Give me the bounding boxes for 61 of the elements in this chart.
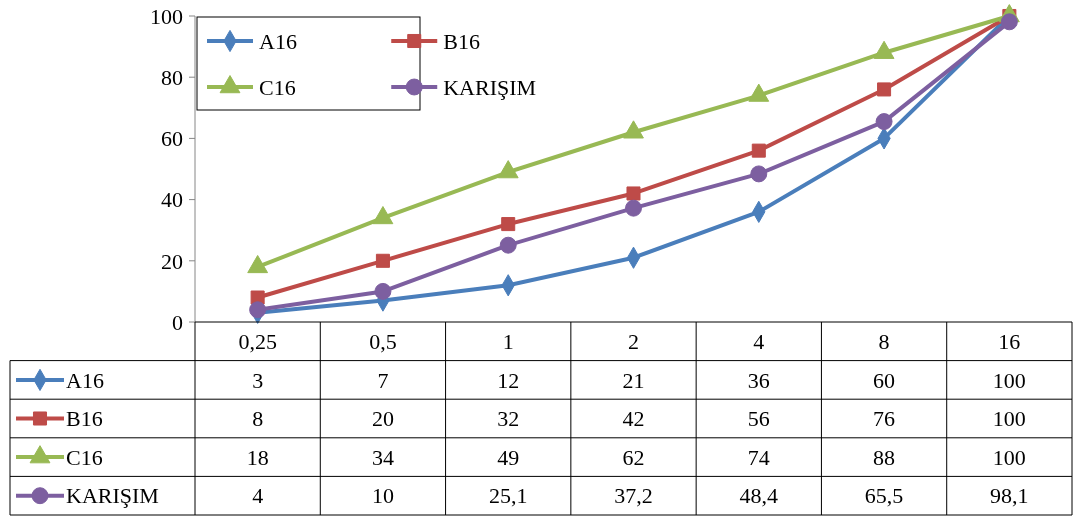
point	[501, 217, 516, 232]
point	[751, 143, 766, 158]
data-label: 60	[873, 367, 896, 393]
y-tick-label: 0	[172, 309, 183, 335]
data-label: 8	[252, 406, 264, 432]
point	[375, 253, 390, 268]
y-tick-label: 20	[161, 248, 183, 274]
data-label: 37,2	[614, 483, 653, 509]
data-label: 42	[622, 406, 645, 432]
text: A16	[66, 367, 104, 393]
x-tick-label: 2	[628, 329, 639, 354]
data-label: 3	[252, 367, 264, 393]
data-label: 88	[873, 444, 896, 470]
data-label: 10	[371, 483, 394, 509]
data-label: 36	[747, 367, 770, 393]
data-label: 12	[497, 367, 520, 393]
x-tick-label: 1	[502, 329, 514, 354]
x-tick-label: 8	[878, 329, 890, 354]
y-tick-label: 80	[161, 64, 183, 90]
point	[626, 186, 641, 201]
point	[1000, 13, 1018, 31]
data-label: 18	[246, 444, 269, 470]
data-label: 65,5	[864, 483, 904, 509]
point	[750, 165, 768, 183]
data-label: 4	[252, 483, 264, 509]
legend-label: A16	[259, 28, 297, 54]
point	[877, 82, 892, 97]
data-label: 98,1	[990, 483, 1029, 509]
legend-label: B16	[443, 28, 480, 54]
x-tick-label: 16	[998, 329, 1021, 354]
text: C16	[66, 444, 103, 470]
data-label: 100	[992, 367, 1026, 393]
data-label: 62	[622, 444, 645, 470]
data-label: 56	[747, 406, 770, 432]
data-label: 74	[747, 444, 770, 470]
point	[625, 199, 642, 217]
data-label: 25,1	[488, 483, 528, 509]
x-tick-label: 0,25	[238, 329, 277, 354]
point	[374, 282, 392, 300]
point	[249, 301, 267, 319]
legend-label: C16	[259, 74, 296, 100]
data-label: 100	[992, 406, 1026, 432]
x-tick-label: 0,5	[369, 329, 397, 354]
text: KARIŞIM	[66, 483, 159, 509]
y-tick-label: 40	[161, 187, 183, 213]
x-tick-label: 4	[753, 329, 765, 354]
data-label: 100	[992, 444, 1026, 470]
point	[875, 113, 893, 131]
data-label: 7	[377, 367, 389, 393]
data-label: 21	[622, 367, 645, 393]
data-label: 49	[497, 444, 520, 470]
data-label: 20	[371, 406, 394, 432]
data-label: 48,4	[739, 483, 779, 509]
legend-label: KARIŞIM	[443, 74, 537, 100]
y-tick-label: 100	[150, 3, 183, 29]
text: B16	[66, 406, 103, 432]
data-label: 34	[371, 444, 394, 470]
point	[499, 236, 517, 254]
y-tick-label: 60	[161, 126, 183, 152]
data-label: 76	[873, 406, 896, 432]
data-label: 32	[497, 406, 520, 432]
